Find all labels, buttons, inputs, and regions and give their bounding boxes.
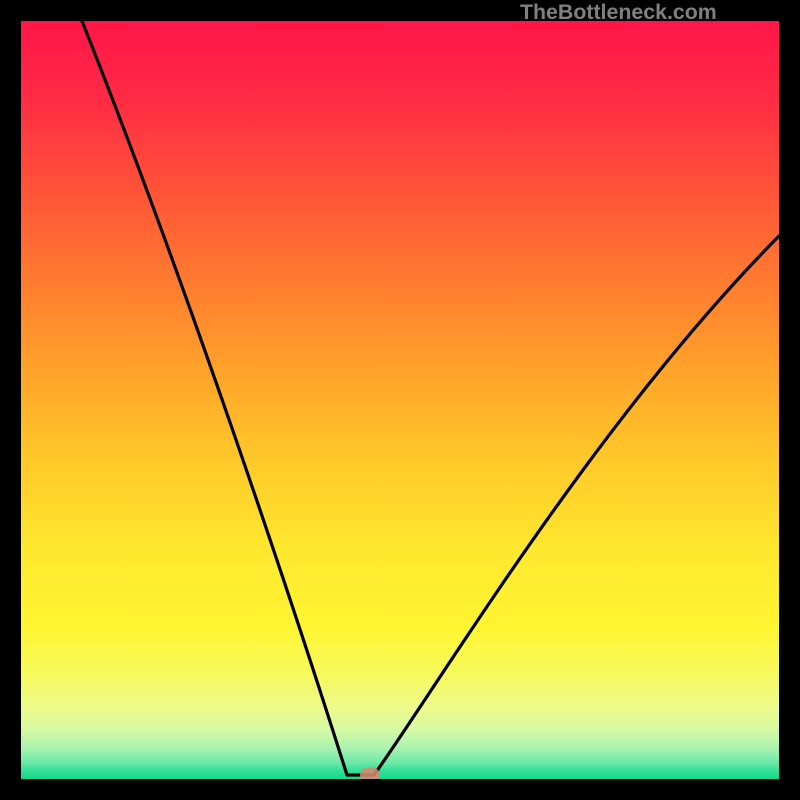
- curve-path: [82, 21, 779, 775]
- chart-frame: TheBottleneck.com: [0, 0, 800, 800]
- plot-area: [21, 21, 779, 779]
- watermark-text: TheBottleneck.com: [520, 0, 717, 25]
- bottleneck-curve: [21, 21, 779, 779]
- valley-marker: [360, 768, 380, 780]
